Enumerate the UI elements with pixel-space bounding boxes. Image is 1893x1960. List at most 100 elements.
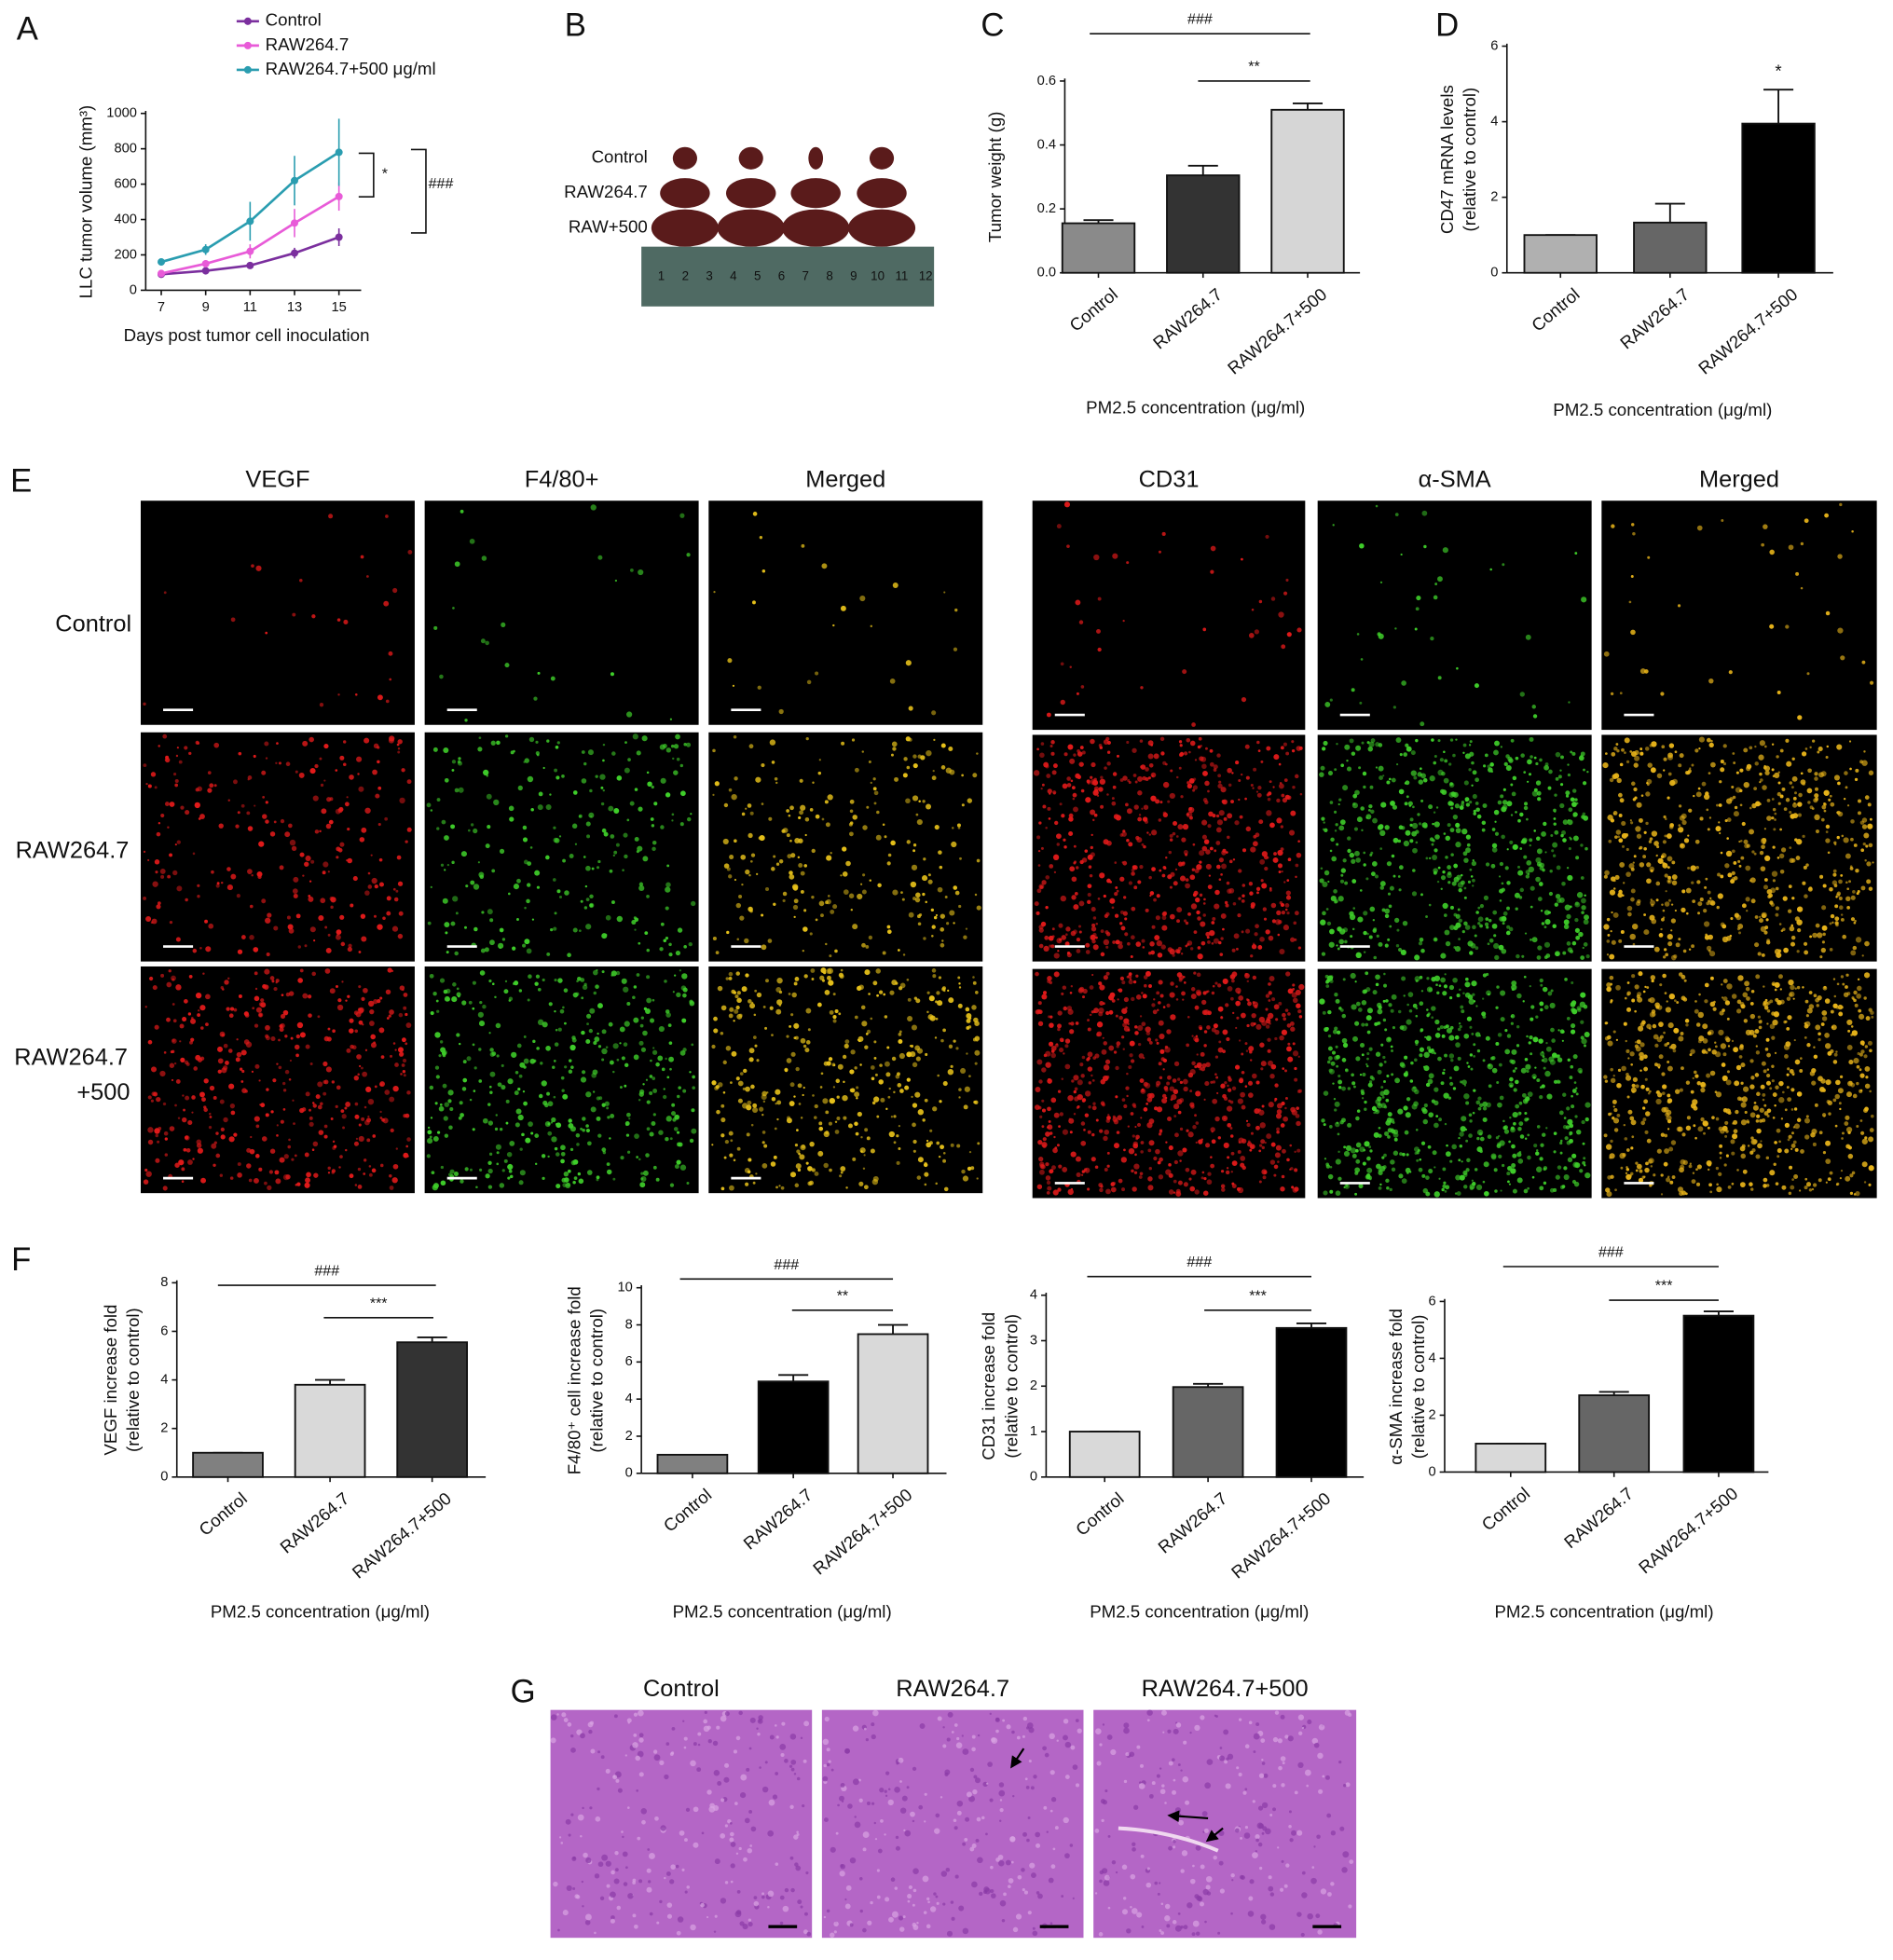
fluorescence-dot xyxy=(1514,1088,1517,1091)
y-axis-label: (relative to control) xyxy=(123,1308,143,1452)
fluorescence-dot xyxy=(386,990,391,994)
fluorescence-dot xyxy=(1435,1033,1441,1038)
fluorescence-dot xyxy=(1438,739,1441,742)
fluorescence-dot xyxy=(1119,922,1122,925)
fluorescence-dot xyxy=(1337,1151,1339,1153)
fluorescence-dot xyxy=(1120,778,1124,782)
fluorescence-dot xyxy=(478,1012,484,1018)
fluorescence-dot xyxy=(1145,1103,1148,1105)
fluorescence-dot xyxy=(1378,1134,1381,1138)
fluorescence-dot xyxy=(180,806,184,810)
fluorescence-dot xyxy=(1455,842,1461,847)
fluorescence-dot xyxy=(227,978,229,980)
fluorescence-dot xyxy=(1194,1114,1197,1117)
fluorescence-dot xyxy=(609,1137,610,1139)
fluorescence-dot xyxy=(1175,985,1178,988)
fluorescence-dot xyxy=(1441,875,1446,880)
fluorescence-dot xyxy=(1269,991,1272,994)
fluorescence-dot xyxy=(932,974,936,978)
fluorescence-dot xyxy=(590,816,592,817)
fluorescence-dot xyxy=(1229,1127,1232,1130)
fluorescence-dot xyxy=(264,1182,267,1186)
fluorescence-dot xyxy=(1442,1185,1446,1188)
y-tick-label: 3 xyxy=(1030,1333,1037,1348)
fluorescence-dot xyxy=(1148,952,1151,954)
fluorescence-dot xyxy=(836,1117,840,1120)
fluorescence-dot xyxy=(1506,1172,1510,1175)
fluorescence-dot xyxy=(958,1004,963,1008)
fluorescence-dot xyxy=(297,1022,303,1028)
fluorescence-dot xyxy=(925,1099,928,1103)
fluorescence-dot xyxy=(322,1092,326,1096)
fluorescence-dot xyxy=(1292,993,1297,998)
marker xyxy=(202,246,210,254)
fluorescence-dot xyxy=(1550,1028,1555,1033)
fluorescence-dot xyxy=(321,784,323,787)
fluorescence-dot xyxy=(1123,1049,1125,1050)
fluorescence-dot xyxy=(1409,1009,1413,1013)
fluorescence-dot xyxy=(1334,811,1337,814)
fluorescence-dot xyxy=(1072,876,1077,882)
fluorescence-dot xyxy=(1278,863,1283,868)
fluorescence-dot xyxy=(747,1101,751,1105)
fluorescence-dot xyxy=(1465,753,1471,759)
fluorescence-dot xyxy=(1548,787,1552,790)
fluorescence-dot xyxy=(1394,918,1399,923)
fluorescence-dot xyxy=(485,947,489,952)
fluorescence-dot xyxy=(1362,742,1365,745)
fluorescence-dot xyxy=(1356,1143,1362,1148)
fluorescence-dot xyxy=(620,1156,624,1159)
fluorescence-dot xyxy=(585,1091,591,1097)
fluorescence-dot xyxy=(210,1116,213,1118)
fluorescence-dot xyxy=(220,1032,226,1037)
fluorescence-dot xyxy=(561,1090,564,1092)
y-tick-label: 2 xyxy=(1428,1407,1435,1422)
fluorescence-dot xyxy=(1464,981,1470,987)
fluorescence-dot xyxy=(812,782,814,784)
fluorescence-dot xyxy=(1324,1158,1326,1159)
fluorescence-dot xyxy=(711,1080,716,1085)
fluorescence-dot xyxy=(296,1035,300,1038)
fluorescence-dot xyxy=(1226,1171,1229,1174)
fluorescence-dot xyxy=(1444,759,1447,762)
fluorescence-dot xyxy=(663,939,666,943)
fluorescence-dot xyxy=(519,1147,522,1150)
fluorescence-dot xyxy=(942,1159,946,1163)
fluorescence-dot xyxy=(1250,1022,1255,1027)
fluorescence-dot xyxy=(1544,851,1546,853)
fluorescence-dot xyxy=(897,1161,900,1165)
fluorescence-dot xyxy=(1499,889,1503,894)
fluorescence-dot xyxy=(1462,993,1465,995)
fluorescence-dot xyxy=(1248,1081,1253,1086)
fluorescence-dot xyxy=(1419,1158,1421,1161)
fluorescence-dot xyxy=(586,1129,590,1132)
fluorescence-dot xyxy=(427,1130,432,1134)
fluorescence-dot xyxy=(551,1117,556,1122)
fluorescence-dot xyxy=(1423,1188,1428,1193)
fluorescence-dot xyxy=(564,988,569,993)
fluorescence-dot xyxy=(1512,792,1516,797)
fluorescence-dot xyxy=(160,814,164,817)
fluorescence-dot xyxy=(720,1032,724,1035)
fluorescence-dot xyxy=(1161,925,1167,931)
fluorescence-dot xyxy=(1252,609,1255,611)
x-tick-label: RAW264.7 xyxy=(1616,284,1693,353)
fluorescence-dot xyxy=(1459,1022,1461,1024)
fluorescence-dot xyxy=(221,1067,226,1073)
fluorescence-dot xyxy=(1542,1133,1545,1137)
fluorescence-dot xyxy=(1373,927,1377,931)
fluorescence-dot xyxy=(1156,991,1159,994)
fluorescence-dot xyxy=(745,808,747,810)
fluorescence-dot xyxy=(1295,876,1296,878)
fluorescence-dot xyxy=(1057,524,1062,528)
fluorescence-dot xyxy=(218,1058,224,1063)
bar xyxy=(1167,175,1239,273)
fluorescence-dot xyxy=(1230,800,1234,803)
fluorescence-dot xyxy=(748,803,752,808)
fluorescence-dot xyxy=(1357,917,1363,923)
fluorescence-dot xyxy=(1369,907,1375,912)
fluorescence-dot xyxy=(1375,974,1380,980)
fluorescence-dot xyxy=(595,774,597,777)
fluorescence-dot xyxy=(922,893,925,896)
fluorescence-dot xyxy=(1087,1019,1090,1021)
